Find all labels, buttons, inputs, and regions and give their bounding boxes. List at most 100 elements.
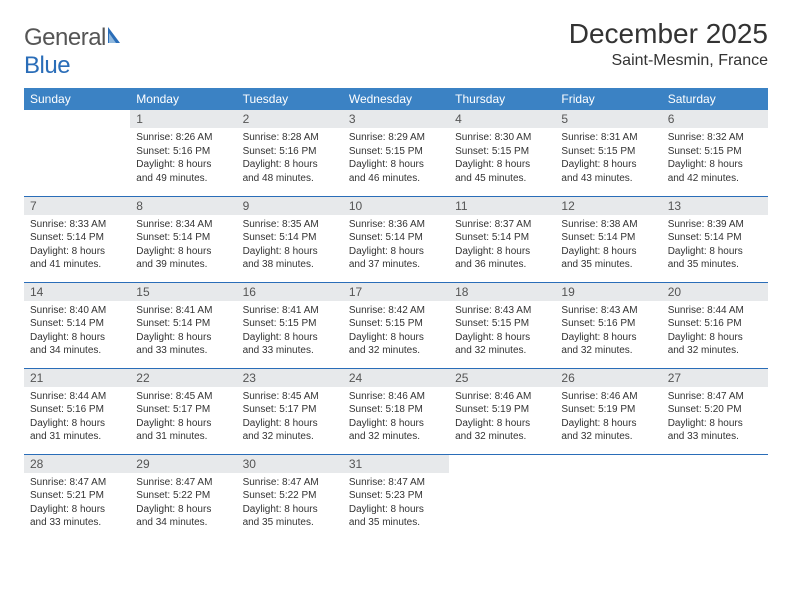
day-details: Sunrise: 8:47 AMSunset: 5:20 PMDaylight:… [662, 387, 768, 448]
calendar-week: 28Sunrise: 8:47 AMSunset: 5:21 PMDayligh… [24, 454, 768, 540]
calendar-cell: 19Sunrise: 8:43 AMSunset: 5:16 PMDayligh… [555, 282, 661, 368]
day-details: Sunrise: 8:39 AMSunset: 5:14 PMDaylight:… [662, 215, 768, 276]
day-details: Sunrise: 8:28 AMSunset: 5:16 PMDaylight:… [237, 128, 343, 189]
day-number: 17 [343, 283, 449, 301]
weekday-header: Wednesday [343, 88, 449, 110]
day-details: Sunrise: 8:41 AMSunset: 5:14 PMDaylight:… [130, 301, 236, 362]
calendar-cell: . [449, 454, 555, 540]
calendar-week: 14Sunrise: 8:40 AMSunset: 5:14 PMDayligh… [24, 282, 768, 368]
day-number: 21 [24, 369, 130, 387]
day-details: Sunrise: 8:40 AMSunset: 5:14 PMDaylight:… [24, 301, 130, 362]
day-number: 24 [343, 369, 449, 387]
day-number: 1 [130, 110, 236, 128]
day-number: 11 [449, 197, 555, 215]
day-details: Sunrise: 8:41 AMSunset: 5:15 PMDaylight:… [237, 301, 343, 362]
day-number: 10 [343, 197, 449, 215]
day-number: 6 [662, 110, 768, 128]
calendar-week: .1Sunrise: 8:26 AMSunset: 5:16 PMDayligh… [24, 110, 768, 196]
page: GeneralBlue December 2025 Saint-Mesmin, … [0, 0, 792, 540]
day-details: Sunrise: 8:43 AMSunset: 5:15 PMDaylight:… [449, 301, 555, 362]
day-number: 29 [130, 455, 236, 473]
day-number: 23 [237, 369, 343, 387]
day-details: Sunrise: 8:46 AMSunset: 5:19 PMDaylight:… [555, 387, 661, 448]
day-details: Sunrise: 8:44 AMSunset: 5:16 PMDaylight:… [24, 387, 130, 448]
calendar-cell: 20Sunrise: 8:44 AMSunset: 5:16 PMDayligh… [662, 282, 768, 368]
calendar-cell: 27Sunrise: 8:47 AMSunset: 5:20 PMDayligh… [662, 368, 768, 454]
day-details: Sunrise: 8:47 AMSunset: 5:22 PMDaylight:… [130, 473, 236, 534]
calendar-cell: 1Sunrise: 8:26 AMSunset: 5:16 PMDaylight… [130, 110, 236, 196]
calendar-cell: 13Sunrise: 8:39 AMSunset: 5:14 PMDayligh… [662, 196, 768, 282]
day-details: Sunrise: 8:37 AMSunset: 5:14 PMDaylight:… [449, 215, 555, 276]
calendar-cell: 23Sunrise: 8:45 AMSunset: 5:17 PMDayligh… [237, 368, 343, 454]
day-number: 7 [24, 197, 130, 215]
day-details: Sunrise: 8:26 AMSunset: 5:16 PMDaylight:… [130, 128, 236, 189]
calendar-cell: . [24, 110, 130, 196]
calendar-cell: 2Sunrise: 8:28 AMSunset: 5:16 PMDaylight… [237, 110, 343, 196]
day-details: Sunrise: 8:46 AMSunset: 5:18 PMDaylight:… [343, 387, 449, 448]
calendar-cell: 14Sunrise: 8:40 AMSunset: 5:14 PMDayligh… [24, 282, 130, 368]
calendar-cell: 11Sunrise: 8:37 AMSunset: 5:14 PMDayligh… [449, 196, 555, 282]
day-number: 27 [662, 369, 768, 387]
calendar-cell: 8Sunrise: 8:34 AMSunset: 5:14 PMDaylight… [130, 196, 236, 282]
day-details: Sunrise: 8:38 AMSunset: 5:14 PMDaylight:… [555, 215, 661, 276]
calendar-cell: 25Sunrise: 8:46 AMSunset: 5:19 PMDayligh… [449, 368, 555, 454]
day-number: 30 [237, 455, 343, 473]
calendar-cell: 4Sunrise: 8:30 AMSunset: 5:15 PMDaylight… [449, 110, 555, 196]
calendar-cell: 21Sunrise: 8:44 AMSunset: 5:16 PMDayligh… [24, 368, 130, 454]
day-number: 18 [449, 283, 555, 301]
calendar-cell: 5Sunrise: 8:31 AMSunset: 5:15 PMDaylight… [555, 110, 661, 196]
calendar-cell: 26Sunrise: 8:46 AMSunset: 5:19 PMDayligh… [555, 368, 661, 454]
calendar-cell: 15Sunrise: 8:41 AMSunset: 5:14 PMDayligh… [130, 282, 236, 368]
day-details: Sunrise: 8:45 AMSunset: 5:17 PMDaylight:… [237, 387, 343, 448]
calendar-body: .1Sunrise: 8:26 AMSunset: 5:16 PMDayligh… [24, 110, 768, 540]
weekday-header: Monday [130, 88, 236, 110]
calendar-cell: 22Sunrise: 8:45 AMSunset: 5:17 PMDayligh… [130, 368, 236, 454]
weekday-header: Sunday [24, 88, 130, 110]
weekday-header: Tuesday [237, 88, 343, 110]
calendar-cell: 17Sunrise: 8:42 AMSunset: 5:15 PMDayligh… [343, 282, 449, 368]
title-block: December 2025 Saint-Mesmin, France [569, 18, 768, 70]
day-details: Sunrise: 8:35 AMSunset: 5:14 PMDaylight:… [237, 215, 343, 276]
day-details: Sunrise: 8:47 AMSunset: 5:21 PMDaylight:… [24, 473, 130, 534]
day-details: Sunrise: 8:29 AMSunset: 5:15 PMDaylight:… [343, 128, 449, 189]
calendar-week: 7Sunrise: 8:33 AMSunset: 5:14 PMDaylight… [24, 196, 768, 282]
brand-part1: General [24, 24, 106, 51]
day-number: 13 [662, 197, 768, 215]
calendar-cell: . [555, 454, 661, 540]
weekday-header: Saturday [662, 88, 768, 110]
calendar-cell: 6Sunrise: 8:32 AMSunset: 5:15 PMDaylight… [662, 110, 768, 196]
day-details: Sunrise: 8:34 AMSunset: 5:14 PMDaylight:… [130, 215, 236, 276]
day-details: Sunrise: 8:46 AMSunset: 5:19 PMDaylight:… [449, 387, 555, 448]
day-details: Sunrise: 8:33 AMSunset: 5:14 PMDaylight:… [24, 215, 130, 276]
day-number: 9 [237, 197, 343, 215]
sail-icon [106, 24, 128, 52]
calendar-cell: . [662, 454, 768, 540]
day-details: Sunrise: 8:47 AMSunset: 5:23 PMDaylight:… [343, 473, 449, 534]
day-details: Sunrise: 8:44 AMSunset: 5:16 PMDaylight:… [662, 301, 768, 362]
header: GeneralBlue December 2025 Saint-Mesmin, … [24, 18, 768, 80]
day-number: 14 [24, 283, 130, 301]
day-number: 31 [343, 455, 449, 473]
calendar-week: 21Sunrise: 8:44 AMSunset: 5:16 PMDayligh… [24, 368, 768, 454]
day-number: 19 [555, 283, 661, 301]
calendar-cell: 24Sunrise: 8:46 AMSunset: 5:18 PMDayligh… [343, 368, 449, 454]
day-number: 25 [449, 369, 555, 387]
day-number: 16 [237, 283, 343, 301]
calendar-cell: 7Sunrise: 8:33 AMSunset: 5:14 PMDaylight… [24, 196, 130, 282]
day-details: Sunrise: 8:45 AMSunset: 5:17 PMDaylight:… [130, 387, 236, 448]
calendar-cell: 18Sunrise: 8:43 AMSunset: 5:15 PMDayligh… [449, 282, 555, 368]
weekday-header: Friday [555, 88, 661, 110]
location-label: Saint-Mesmin, France [569, 52, 768, 70]
month-title: December 2025 [569, 18, 768, 50]
day-details: Sunrise: 8:31 AMSunset: 5:15 PMDaylight:… [555, 128, 661, 189]
day-number: 15 [130, 283, 236, 301]
calendar-cell: 28Sunrise: 8:47 AMSunset: 5:21 PMDayligh… [24, 454, 130, 540]
calendar-cell: 16Sunrise: 8:41 AMSunset: 5:15 PMDayligh… [237, 282, 343, 368]
brand-name: GeneralBlue [24, 24, 128, 80]
calendar-cell: 12Sunrise: 8:38 AMSunset: 5:14 PMDayligh… [555, 196, 661, 282]
day-details: Sunrise: 8:32 AMSunset: 5:15 PMDaylight:… [662, 128, 768, 189]
calendar-cell: 30Sunrise: 8:47 AMSunset: 5:22 PMDayligh… [237, 454, 343, 540]
day-details: Sunrise: 8:30 AMSunset: 5:15 PMDaylight:… [449, 128, 555, 189]
day-number: 22 [130, 369, 236, 387]
calendar-header-row: SundayMondayTuesdayWednesdayThursdayFrid… [24, 88, 768, 110]
